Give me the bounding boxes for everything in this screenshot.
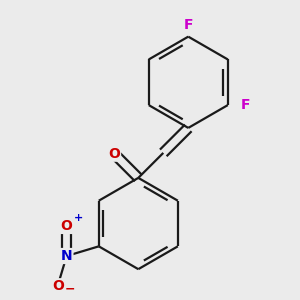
Text: F: F xyxy=(184,18,193,32)
Text: O: O xyxy=(52,279,64,293)
Text: −: − xyxy=(64,282,75,295)
Text: O: O xyxy=(108,147,120,161)
Text: N: N xyxy=(61,249,72,263)
Text: O: O xyxy=(61,219,73,233)
Text: +: + xyxy=(74,213,83,223)
Text: F: F xyxy=(241,98,250,112)
